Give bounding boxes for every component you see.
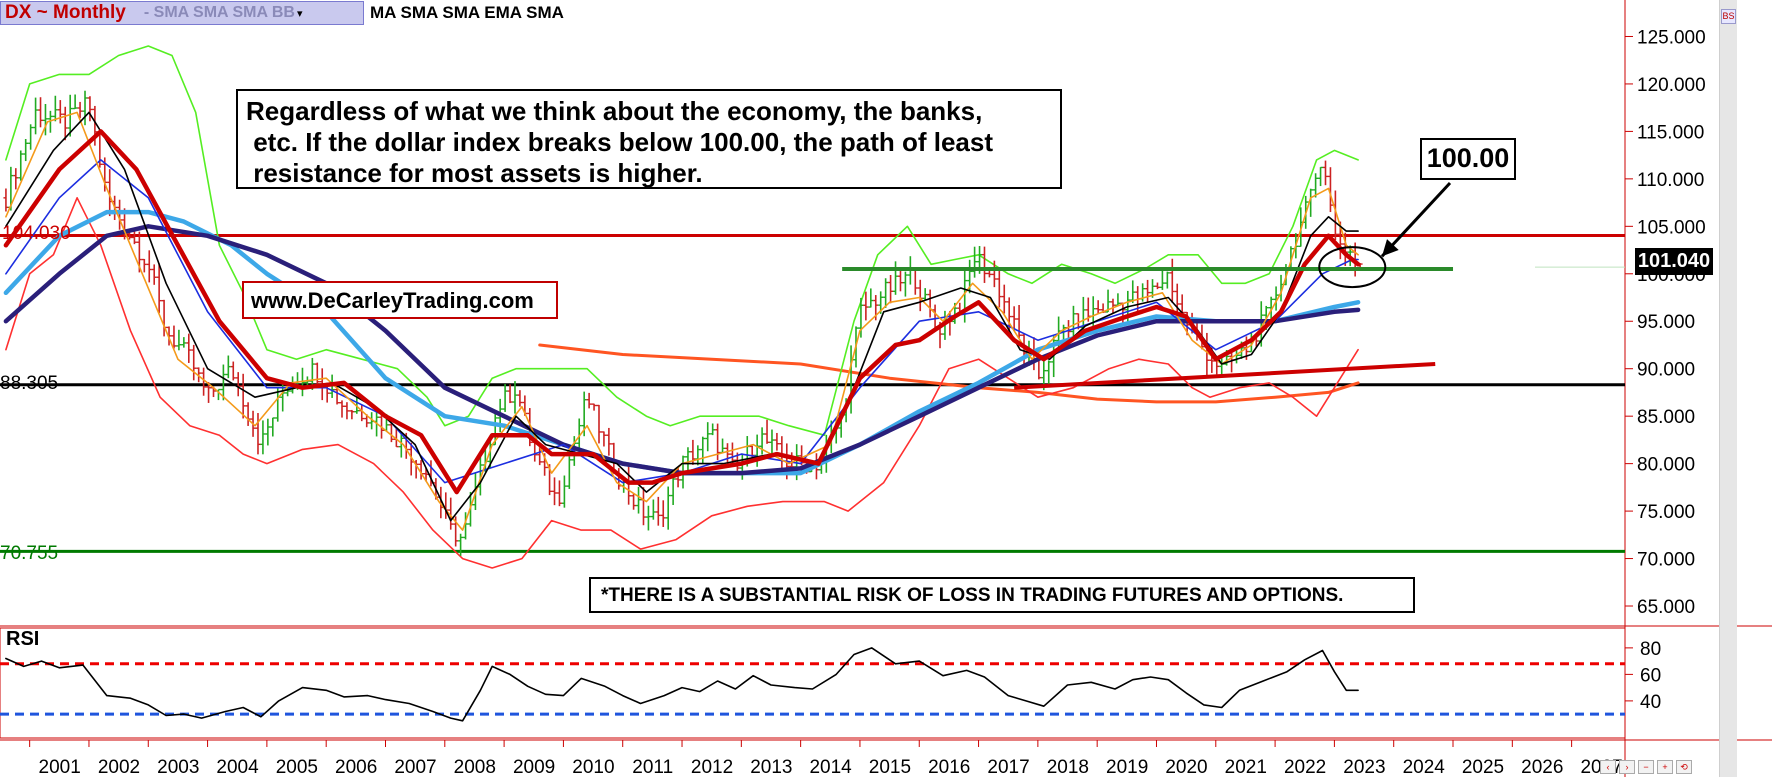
fast-ma-line: [5, 111, 1359, 531]
x-tick-label: 2008: [454, 757, 496, 777]
callout-arrowhead: [1382, 239, 1399, 257]
y-tick-label: 85.000: [1637, 407, 1695, 428]
x-tick-label: 2022: [1284, 757, 1326, 777]
sma-red-line: [3, 129, 1361, 495]
y-tick-label: 95.000: [1637, 312, 1695, 333]
y-tick-label: 90.000: [1637, 360, 1695, 381]
y-tick-label: 125.000: [1637, 27, 1706, 48]
studies-faded-label: - SMA SMA SMA BB: [143, 4, 295, 21]
risk-disclaimer: *THERE IS A SUBSTANTIAL RISK OF LOSS IN …: [589, 577, 1415, 613]
x-tick-label: 2013: [750, 757, 792, 777]
low-line-label: 70.755: [0, 543, 59, 564]
x-tick-label: 2002: [98, 757, 140, 777]
x-tick-label: 2005: [276, 757, 318, 777]
rsi-y-tick-label: 40: [1640, 692, 1661, 713]
rsi-panel-frame: [0, 627, 1626, 739]
level-callout: 100.00: [1420, 138, 1516, 180]
trendline: [1014, 361, 1436, 390]
y-tick-label: 120.000: [1637, 75, 1706, 96]
chart-header: DX ~ Monthly - SMA SMA SMA BB ▾ MA SMA S…: [0, 0, 564, 26]
x-tick-label: 2023: [1343, 757, 1385, 777]
x-tick-label: 2006: [335, 757, 377, 777]
long-term-sma-line: [538, 343, 1360, 404]
x-tick-label: 2018: [1047, 757, 1089, 777]
x-tick-label: 2017: [987, 757, 1029, 777]
x-tick-label: 2012: [691, 757, 733, 777]
y-tick-label: 105.000: [1637, 217, 1706, 238]
scroll-left-icon[interactable]: ‹: [1600, 760, 1616, 774]
bollinger-lower-line: [5, 197, 1359, 569]
x-tick-label: 2016: [928, 757, 970, 777]
x-tick-label: 2026: [1521, 757, 1563, 777]
x-tick-label: 2025: [1462, 757, 1504, 777]
last-price-badge: 101.040: [1635, 248, 1713, 275]
resistance-line-label: 104.030: [2, 223, 71, 244]
rsi-title: RSI: [6, 628, 40, 650]
x-tick-label: 2024: [1403, 757, 1446, 777]
nav-buttons: ‹ › − + ⟲: [1600, 760, 1692, 774]
sma-sky-line: [3, 209, 1361, 476]
y-tick-label: 65.000: [1637, 597, 1695, 618]
x-tick-label: 2004: [216, 757, 259, 777]
bs-toggle-icon[interactable]: BS: [1721, 9, 1736, 24]
support-line-label: 88.305: [0, 373, 59, 394]
rsi-line: [5, 647, 1359, 722]
x-tick-label: 2019: [1106, 757, 1148, 777]
rsi-y-tick-label: 80: [1640, 639, 1661, 660]
reset-view-icon[interactable]: ⟲: [1676, 760, 1692, 774]
zoom-in-icon[interactable]: +: [1657, 760, 1673, 774]
website-label: www.DeCarleyTrading.com: [242, 281, 558, 319]
y-tick-label: 75.000: [1637, 502, 1695, 523]
x-tick-label: 2015: [869, 757, 911, 777]
x-tick-label: 2011: [632, 757, 673, 777]
scroll-right-icon[interactable]: ›: [1619, 760, 1635, 774]
x-tick-label: 2010: [572, 757, 614, 777]
x-tick-label: 2021: [1225, 757, 1267, 777]
vertical-scrollbar[interactable]: [1719, 0, 1737, 777]
x-tick-label: 2020: [1165, 757, 1207, 777]
highlight-ellipse: [1318, 246, 1387, 289]
commentary-note: Regardless of what we think about the ec…: [236, 89, 1062, 189]
zoom-out-icon[interactable]: −: [1638, 760, 1654, 774]
y-tick-label: 70.000: [1637, 550, 1695, 571]
x-tick-label: 2014: [809, 757, 852, 777]
symbol-selector[interactable]: DX ~ Monthly - SMA SMA SMA BB ▾: [0, 1, 364, 25]
bollinger-upper-line: [5, 45, 1359, 436]
studies-label: MA SMA SMA EMA SMA: [370, 3, 564, 22]
callout-arrow: [1380, 181, 1452, 258]
x-tick-label: 2001: [39, 757, 81, 777]
chevron-down-icon[interactable]: ▾: [296, 7, 303, 20]
y-tick-label: 110.000: [1637, 170, 1704, 191]
y-tick-label: 115.000: [1637, 122, 1704, 143]
x-tick-label: 2009: [513, 757, 555, 777]
y-tick-label: 80.000: [1637, 455, 1695, 476]
symbol-label[interactable]: DX ~ Monthly: [5, 2, 126, 23]
rsi-y-tick-label: 60: [1640, 665, 1661, 686]
x-tick-label: 2007: [394, 757, 436, 777]
x-tick-label: 2003: [157, 757, 199, 777]
